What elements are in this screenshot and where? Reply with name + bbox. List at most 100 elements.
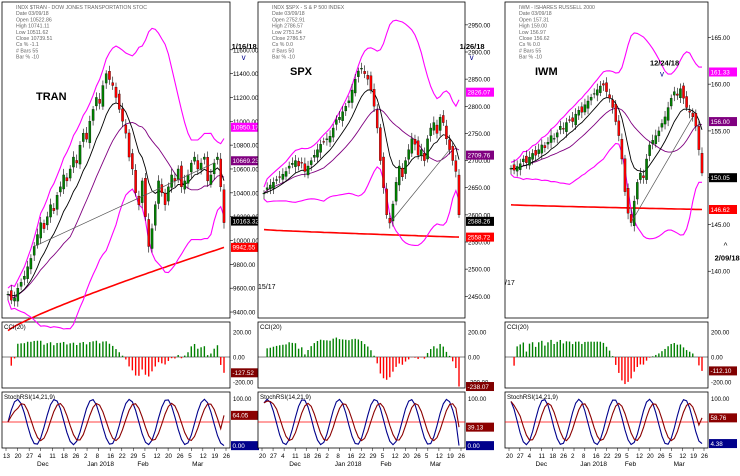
x-tick-label: 12	[436, 453, 443, 460]
candle-body	[85, 132, 88, 140]
annotation-arrow: ^	[724, 241, 728, 250]
candle-body	[648, 144, 651, 156]
y-tick-label: 2700.00	[468, 158, 491, 165]
x-tick-label: 22	[119, 453, 126, 460]
candle-body	[423, 153, 426, 161]
x-tick-label: 8	[336, 453, 340, 460]
x-tick-label: 8	[96, 453, 100, 460]
candle-body	[335, 119, 338, 125]
candle-body	[559, 126, 562, 130]
candle-body	[265, 187, 269, 190]
price-tag	[466, 232, 494, 242]
candle-body	[369, 75, 373, 91]
stochrsi-k-label: 39.13	[468, 424, 484, 431]
candle-body	[72, 156, 75, 168]
x-month-label: Feb	[380, 461, 392, 468]
candle-body	[206, 157, 209, 182]
candle-body	[190, 162, 193, 173]
candle-body	[272, 182, 275, 189]
header-line: Close 156.62	[519, 36, 550, 42]
candle-body	[269, 184, 272, 189]
x-tick-label: 26	[223, 453, 230, 460]
bollinger-upper-line	[263, 19, 460, 188]
candle-body	[16, 288, 20, 302]
x-tick-label: 8	[582, 453, 586, 460]
y-tick-label: 2800.00	[468, 104, 491, 111]
stochrsi-d-tag	[466, 441, 494, 451]
candle-body	[552, 138, 556, 140]
x-tick-label: 27	[517, 453, 524, 460]
candle-body	[586, 100, 590, 109]
y-tick-label: 2900.00	[468, 50, 491, 57]
x-tick-label: 26	[314, 453, 321, 460]
candle-body	[300, 162, 303, 164]
candle-body	[694, 113, 698, 127]
header-line: IWM - ISHARES RUSSELL 2000	[519, 5, 595, 11]
candle-body	[614, 103, 617, 122]
candle-body	[124, 124, 128, 134]
header-line: High 2786.57	[272, 24, 303, 30]
y-tick-label: 2550.00	[468, 240, 491, 247]
price-tag	[466, 150, 494, 160]
candle-body	[134, 170, 137, 193]
price-tag	[709, 204, 737, 214]
price-tag-label: 10669.23	[233, 158, 260, 165]
header-line: Cs % 0.0	[272, 42, 293, 48]
x-tick-label: 26	[72, 453, 79, 460]
candle-body	[88, 121, 92, 143]
header-line: Low 2751.54	[272, 30, 302, 36]
candle-body	[549, 135, 553, 143]
y-tick-label: 2950.00	[468, 22, 491, 29]
y-tick-label: 10800.00	[233, 143, 259, 150]
candle-body	[26, 266, 29, 279]
y-tick-label: 2450.00	[468, 294, 491, 301]
candle-body	[13, 297, 16, 302]
header-line: INDX $TRAN - DOW JONES TRANSPORTATION ST…	[16, 5, 147, 11]
price-tag-label: 146.62	[711, 207, 731, 214]
candle-body	[657, 130, 661, 137]
candle-body	[68, 168, 72, 179]
candle-body	[528, 156, 531, 166]
ma-long-line	[510, 204, 703, 211]
x-tick-label: 4	[281, 453, 285, 460]
stochrsi-label: StochRSI(14,21,9)	[507, 394, 558, 401]
y-tick-label: 155.00	[711, 128, 730, 135]
y-tick-label: 160.00	[711, 82, 730, 89]
candle-body	[379, 127, 382, 161]
candle-body	[10, 290, 13, 301]
price-tag	[709, 173, 737, 183]
candle-body	[101, 85, 105, 107]
candle-body	[617, 120, 621, 136]
candle-body	[404, 160, 407, 174]
candle-body	[49, 204, 52, 218]
candle-body	[167, 186, 170, 202]
stochrsi-label: StochRSI(14,21,9)	[4, 394, 55, 401]
candle-body	[363, 71, 366, 74]
candle-body	[331, 127, 335, 138]
candle-body	[193, 156, 196, 162]
stochrsi-label: StochRSI(14,21,9)	[260, 394, 311, 401]
header-line: Bar % -10	[16, 55, 39, 61]
x-tick-label: 18	[303, 453, 310, 460]
candle-body	[219, 158, 222, 188]
candle-body	[663, 116, 667, 125]
candle-body	[565, 122, 568, 132]
x-start-label: /17	[505, 280, 515, 287]
x-tick-label: 19	[447, 453, 454, 460]
x-tick-label: 22	[604, 453, 611, 460]
candle-body	[216, 156, 219, 160]
price-tag	[231, 122, 259, 132]
candle-body	[574, 113, 577, 126]
annotation-date: 1/26/18	[460, 42, 485, 51]
stochrsi-k-line	[7, 398, 225, 447]
x-tick-label: 5	[188, 453, 192, 460]
header-line: Bar % -10	[272, 55, 295, 61]
cci-label: CCI(20)	[507, 324, 529, 331]
candle-body	[531, 153, 534, 160]
x-tick-label: 20	[403, 453, 410, 460]
candle-body	[55, 195, 59, 210]
annotation-date: 1/16/18	[232, 42, 257, 51]
symbol-label: SPX	[290, 66, 313, 78]
stochrsi-d-line	[263, 400, 460, 442]
header-line: # Bars 50	[272, 48, 294, 54]
